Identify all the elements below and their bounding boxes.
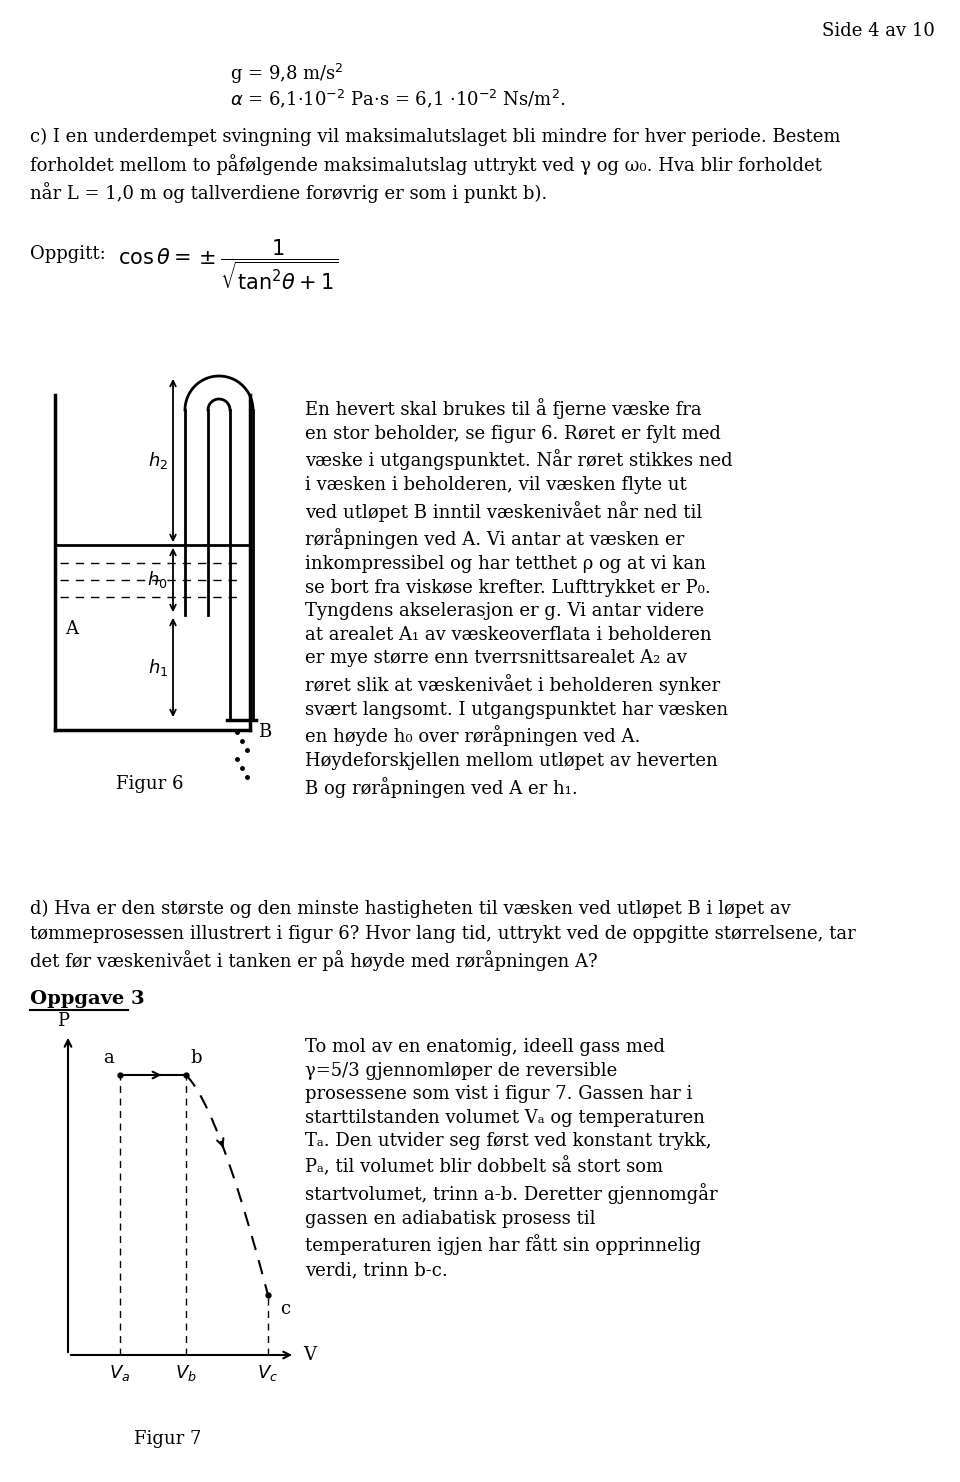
Text: Oppgave 3: Oppgave 3 <box>30 990 145 1008</box>
Text: d) Hva er den største og den minste hastigheten til væsken ved utløpet B i løpet: d) Hva er den største og den minste hast… <box>30 900 855 971</box>
Text: To mol av en enatomig, ideell gass med
γ=5/3 gjennomløper de reversible
prosesse: To mol av en enatomig, ideell gass med γ… <box>305 1037 718 1279</box>
Text: c: c <box>280 1300 290 1317</box>
Text: $h_1$: $h_1$ <box>148 657 168 677</box>
Text: b: b <box>190 1049 202 1067</box>
Text: P: P <box>57 1012 69 1030</box>
Text: Oppgitt:: Oppgitt: <box>30 245 106 262</box>
Text: $h_0$: $h_0$ <box>148 569 168 590</box>
Text: Side 4 av 10: Side 4 av 10 <box>822 22 935 40</box>
Text: $V_a$: $V_a$ <box>109 1363 131 1383</box>
Text: V: V <box>303 1346 316 1363</box>
Text: a: a <box>103 1049 113 1067</box>
Text: Figur 6: Figur 6 <box>116 775 183 793</box>
Text: $V_c$: $V_c$ <box>257 1363 278 1383</box>
Text: c) I en underdempet svingning vil maksimalutslaget bli mindre for hver periode. : c) I en underdempet svingning vil maksim… <box>30 127 841 203</box>
Text: B: B <box>258 723 272 741</box>
Text: Figur 7: Figur 7 <box>134 1430 202 1448</box>
Text: $h_2$: $h_2$ <box>148 451 168 471</box>
Text: $V_b$: $V_b$ <box>175 1363 197 1383</box>
Text: g = 9,8 m/s$^2$: g = 9,8 m/s$^2$ <box>230 62 344 86</box>
Text: A: A <box>65 619 78 637</box>
Text: $\cos\theta = \pm \dfrac{1}{\sqrt{\tan^2\!\theta + 1}}$: $\cos\theta = \pm \dfrac{1}{\sqrt{\tan^2… <box>118 239 338 292</box>
Text: En hevert skal brukes til å fjerne væske fra
en stor beholder, se figur 6. Røret: En hevert skal brukes til å fjerne væske… <box>305 399 732 797</box>
Text: $\alpha$ = 6,1$\cdot$10$^{-2}$ Pa$\cdot$s = 6,1 $\cdot$10$^{-2}$ Ns/m$^2$.: $\alpha$ = 6,1$\cdot$10$^{-2}$ Pa$\cdot$… <box>230 87 565 110</box>
